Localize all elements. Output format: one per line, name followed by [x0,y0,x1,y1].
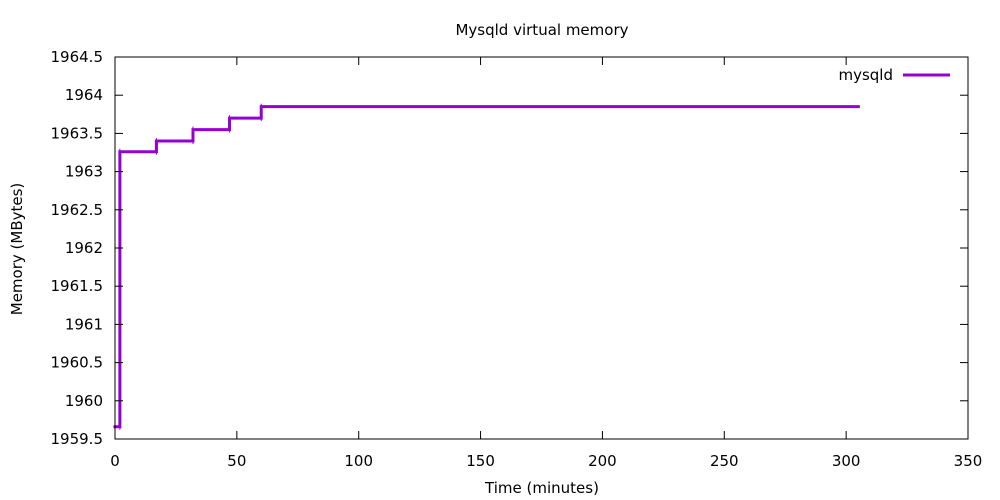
y-tick-label: 1964.5 [51,48,104,66]
y-tick-label: 1964 [65,86,103,104]
x-tick-label: 250 [710,452,739,470]
x-axis-label: Time (minutes) [484,479,599,497]
x-tick-label: 50 [227,452,246,470]
legend: mysqld [838,66,950,84]
x-tick-label: 0 [110,452,120,470]
y-axis-label: Memory (MBytes) [8,183,26,316]
y-ticks-layer: 1959.5 1960 1960.5 1961 1961.5 1962 1962.5 1963… [51,48,968,448]
x-tick-label: 350 [954,452,983,470]
x-tick-label: 150 [466,452,495,470]
y-tick-label: 1959.5 [51,430,104,448]
x-tick-label: 200 [588,452,617,470]
plot-frame [114,56,969,440]
y-tick-label: 1961 [65,315,103,333]
y-tick-label: 1962 [65,239,103,257]
x-tick-label: 100 [344,452,373,470]
y-tick-label: 1963.5 [51,124,104,142]
chart-title: Mysqld virtual memory [455,21,628,39]
x-ticks-layer: 0 50 100 150 200 250 300 350 [110,57,982,470]
y-tick-label: 1961.5 [51,277,104,295]
y-tick-label: 1963 [65,163,103,181]
x-tick-label: 300 [832,452,861,470]
y-tick-label: 1960.5 [51,354,104,372]
y-tick-label: 1960 [65,392,103,410]
series-line-mysqld [113,105,860,429]
legend-label: mysqld [838,66,893,84]
plot-layer [113,103,860,430]
y-tick-label: 1962.5 [51,201,104,219]
